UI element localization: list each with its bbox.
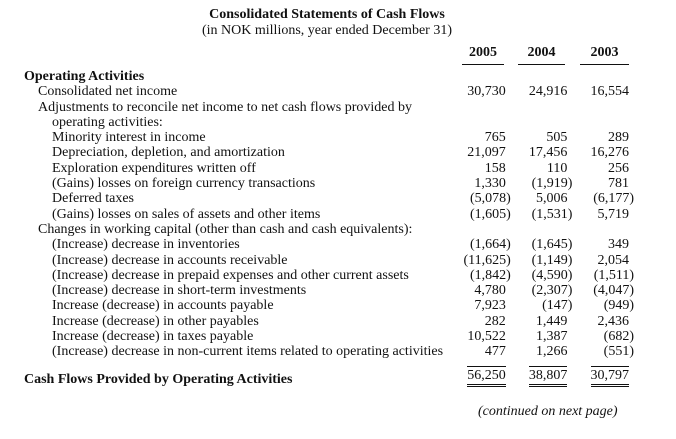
column-header: 2005 — [462, 45, 504, 65]
value: 1,330 — [474, 176, 506, 192]
row: Cash Flows Provided by Operating Activit… — [24, 365, 634, 387]
row-label: Deferred taxes — [52, 191, 135, 207]
value: (2,307) — [531, 283, 573, 299]
value: 1,266 — [535, 344, 568, 360]
cell: 30,797 — [572, 365, 634, 387]
value: (1,531) — [531, 206, 573, 222]
column-header: 2004 — [518, 45, 565, 65]
row: (Increase) decrease in inventories (1,664… — [24, 237, 634, 252]
title: Consolidated Statements of Cash Flows — [209, 7, 445, 22]
row-label: Minority interest in income — [52, 130, 206, 146]
value: 781 — [608, 176, 629, 192]
row: (Increase) decrease in prepaid expenses … — [24, 268, 634, 283]
value: 16,276 — [590, 145, 629, 161]
value: 289 — [607, 130, 629, 146]
column-header: 2003 — [580, 45, 629, 65]
group-heading: Adjustments to reconcile net income to n… — [38, 99, 413, 130]
value: (4,047) — [593, 283, 635, 299]
value: 2,054 — [597, 252, 630, 268]
row-label: Consolidated net income — [38, 84, 178, 100]
value: (1,664) — [470, 237, 511, 253]
section-heading: Operating Activities — [24, 69, 145, 84]
value: 10,522 — [467, 329, 506, 345]
row: Adjustments to reconcile net income to n… — [24, 100, 634, 131]
row-label: (Increase) decrease in prepaid expenses … — [52, 267, 409, 283]
statement: Operating Activities Consolidated net inc… — [24, 69, 634, 387]
row-label: Exploration expenditures written off — [52, 160, 256, 176]
row-label: (Gains) losses on foreign currency trans… — [52, 176, 316, 192]
footer: (continued on next page) — [478, 404, 618, 419]
row-label: Increase (decrease) in other payables — [52, 313, 259, 329]
value: 4,780 — [474, 283, 506, 299]
value: (1,645) — [531, 237, 573, 253]
value: 2,436 — [597, 313, 629, 329]
value: 765 — [484, 130, 506, 146]
value: (682) — [603, 329, 634, 345]
row: (Increase) decrease in non-current items… — [24, 344, 634, 359]
row: Depreciation, depletion, and amortizatio… — [24, 145, 634, 160]
value: (1,149) — [531, 252, 573, 268]
row-label: Cash Flows Provided by Operating Activit… — [24, 371, 293, 387]
row: Deferred taxes (5,078) 5,006 (6,177) — [24, 191, 634, 206]
value: 1,387 — [535, 329, 568, 345]
value: 5,006 — [535, 191, 568, 207]
row-label: (Increase) decrease in accounts receivab… — [52, 252, 288, 268]
value: 349 — [608, 237, 630, 253]
group-heading: Changes in working capital (other than c… — [38, 221, 413, 237]
row-label: Increase (decrease) in accounts payable — [52, 298, 274, 314]
value: 282 — [484, 313, 506, 329]
subtitle: (in NOK millions, year ended December 31… — [202, 23, 452, 38]
value: 477 — [484, 344, 506, 360]
value: (6,177) — [593, 191, 635, 207]
value: 30,730 — [467, 84, 506, 100]
value: 38,807 — [528, 365, 568, 387]
row: Minority interest in income 765 505 289 — [24, 130, 634, 145]
row: Changes in working capital (other than c… — [24, 222, 634, 237]
value: (1,511) — [593, 267, 634, 283]
value: 5,719 — [597, 206, 630, 222]
value: (949) — [603, 298, 635, 314]
value: 7,923 — [474, 298, 506, 314]
value: 24,916 — [528, 84, 568, 100]
value: (5,078) — [470, 191, 511, 207]
value: 256 — [607, 160, 629, 176]
value: (1,605) — [470, 206, 511, 222]
value: 110 — [546, 160, 568, 176]
row-label: Increase (decrease) in taxes payable — [52, 329, 254, 345]
row: Consolidated net income 30,730 24,916 16,55… — [24, 84, 634, 99]
row: Increase (decrease) in other payables 282… — [24, 314, 634, 329]
value: 1,449 — [535, 313, 568, 329]
value: (4,590) — [531, 267, 573, 283]
cell: 38,807 — [511, 365, 573, 387]
value: 56,250 — [467, 365, 506, 387]
value: 30,797 — [590, 365, 630, 387]
row: Exploration expenditures written off 158 1… — [24, 161, 634, 176]
row: (Gains) losses on foreign currency trans… — [24, 176, 634, 191]
value: 21,097 — [467, 145, 506, 161]
value: (11,625) — [463, 252, 511, 268]
value: (1,842) — [470, 267, 511, 283]
value: (1,919) — [531, 176, 573, 192]
row: Increase (decrease) in taxes payable 10,5… — [24, 329, 634, 344]
row: (Increase) decrease in short-term invest… — [24, 283, 634, 298]
row-label: (Increase) decrease in non-current items… — [52, 344, 444, 360]
row-label: (Increase) decrease in inventories — [52, 237, 240, 253]
value: (551) — [603, 344, 634, 360]
cell: 56,250 — [449, 365, 511, 387]
row: (Gains) losses on sales of assets and ot… — [24, 207, 634, 222]
value: 505 — [546, 130, 568, 146]
row: Increase (decrease) in accounts payable 7… — [24, 298, 634, 313]
value: 17,456 — [528, 145, 568, 161]
value: 16,554 — [590, 84, 630, 100]
row-label: Depreciation, depletion, and amortizatio… — [52, 145, 285, 161]
row: (Increase) decrease in accounts receivab… — [24, 253, 634, 268]
value: (147) — [542, 298, 573, 314]
row-label: (Gains) losses on sales of assets and ot… — [52, 206, 321, 222]
row-label: (Increase) decrease in short-term invest… — [52, 283, 307, 299]
value: 158 — [484, 160, 506, 176]
